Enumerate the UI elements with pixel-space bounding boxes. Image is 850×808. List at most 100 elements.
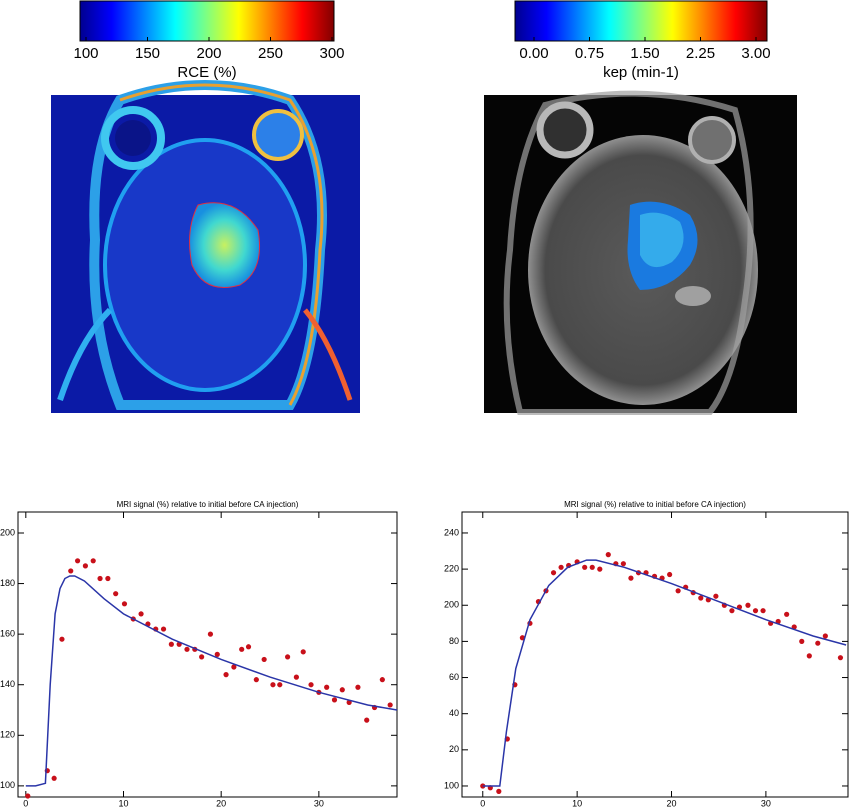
y-tick-label: 180 (0, 578, 15, 588)
x-tick-label: 30 (761, 798, 771, 808)
data-point (324, 684, 330, 690)
y-tick-label: 200 (0, 527, 15, 537)
data-point (277, 682, 283, 688)
x-tick-label: 10 (572, 798, 582, 808)
data-point (713, 593, 719, 599)
data-point (496, 788, 502, 794)
data-point (806, 653, 812, 659)
data-point (199, 654, 205, 660)
y-tick-label: 100 (0, 780, 15, 790)
data-point (745, 602, 751, 608)
colorbar-label: RCE (%) (177, 64, 236, 81)
colorbar-label: kep (min-1) (603, 64, 679, 81)
data-point (113, 591, 119, 597)
data-point (51, 775, 57, 781)
fit-line (482, 559, 847, 787)
x-tick-label: 30 (314, 798, 324, 808)
x-tick-label: 10 (118, 798, 128, 808)
data-point (207, 631, 214, 637)
data-point (59, 636, 65, 642)
data-point (231, 664, 237, 670)
data-point (752, 608, 759, 614)
colorbar-tick-label: 0.00 (519, 45, 548, 62)
y-tick-label: 40 (449, 708, 459, 718)
data-point (667, 571, 673, 578)
data-point (239, 646, 245, 652)
data-point (121, 601, 128, 607)
colorbar-tick-label: 300 (319, 45, 344, 62)
y-tick-label: 220 (444, 563, 459, 573)
colorbar-tick-label: 2.25 (686, 45, 715, 62)
y-tick-label: 60 (449, 672, 459, 682)
x-tick-label: 0 (23, 798, 28, 808)
colorbar-tick-label: 150 (135, 45, 160, 62)
data-point (597, 566, 603, 572)
colorbar (514, 0, 768, 42)
data-point (284, 654, 291, 660)
data-point (355, 684, 361, 690)
data-point (308, 682, 314, 688)
data-point (168, 641, 174, 647)
data-point (605, 552, 611, 558)
fit-line (25, 575, 398, 787)
x-tick-label: 20 (216, 798, 226, 808)
data-point (698, 595, 704, 601)
data-point (253, 677, 259, 683)
data-point (184, 646, 190, 652)
y-tick-label: 120 (0, 730, 15, 740)
colorbar-tick-label: 100 (73, 45, 98, 62)
colorbar-tick-label: 200 (196, 45, 221, 62)
data-point (379, 677, 385, 683)
data-point (364, 717, 370, 723)
data-point (582, 564, 588, 570)
data-point (558, 564, 564, 570)
data-point (620, 561, 626, 567)
data-point (293, 674, 299, 680)
data-point (480, 783, 486, 789)
data-point (550, 570, 557, 576)
data-point (214, 651, 220, 657)
colorbar-tick-label: 3.00 (741, 45, 770, 62)
data-point (261, 656, 267, 663)
y-tick-label: 240 (444, 527, 459, 537)
y-tick-label: 200 (444, 600, 459, 610)
data-point (25, 793, 31, 799)
chart-title: MRI signal (%) relative to initial befor… (564, 500, 746, 509)
data-point (300, 649, 306, 655)
colorbar-tick-label: 0.75 (575, 45, 604, 62)
y-tick-label: 160 (0, 629, 15, 639)
data-point (68, 568, 74, 574)
data-point (160, 626, 167, 632)
colorbar-tick-label: 1.50 (630, 45, 659, 62)
data-point (784, 611, 790, 617)
kep-map (484, 90, 797, 415)
rce-map (51, 80, 360, 413)
plot-frame (17, 511, 398, 798)
colorbar-tick-label: 250 (258, 45, 283, 62)
y-tick-label: 80 (449, 636, 459, 646)
data-point (82, 563, 88, 569)
data-point (589, 564, 595, 570)
data-point (223, 672, 229, 678)
data-point (138, 611, 144, 617)
data-point (815, 640, 821, 646)
y-tick-label: 140 (0, 679, 15, 689)
data-point (90, 558, 96, 564)
data-point (74, 558, 81, 564)
data-point (675, 588, 681, 594)
data-point (270, 682, 276, 688)
x-tick-label: 20 (667, 798, 677, 808)
data-point (628, 575, 634, 581)
data-point (387, 702, 393, 708)
y-tick-label: 100 (444, 780, 459, 790)
data-point (760, 608, 766, 614)
data-point (331, 697, 338, 703)
data-point (105, 575, 111, 582)
data-point (729, 608, 735, 614)
data-point (822, 633, 828, 639)
chart-title: MRI signal (%) relative to initial befor… (117, 500, 299, 509)
colorbar (79, 0, 335, 42)
data-point (339, 687, 345, 693)
plot-frame (461, 511, 849, 798)
